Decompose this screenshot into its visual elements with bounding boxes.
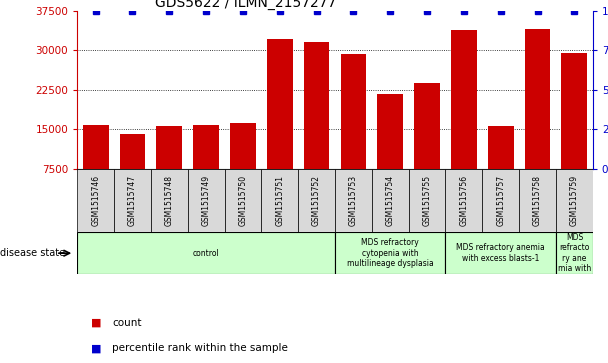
Bar	[414, 83, 440, 169]
Text: GSM1515752: GSM1515752	[312, 175, 321, 226]
Text: disease state: disease state	[0, 248, 65, 258]
Bar	[335, 232, 446, 274]
Text: GSM1515751: GSM1515751	[275, 175, 285, 226]
Bar	[114, 169, 151, 232]
Bar	[304, 42, 330, 169]
Bar	[556, 169, 593, 232]
Text: GSM1515755: GSM1515755	[423, 175, 432, 226]
Bar	[446, 169, 482, 232]
Bar	[340, 53, 366, 169]
Bar	[556, 232, 593, 274]
Bar	[120, 134, 145, 169]
Bar	[151, 169, 188, 232]
Bar	[335, 169, 372, 232]
Text: GSM1515756: GSM1515756	[460, 175, 468, 226]
Text: ■: ■	[91, 343, 102, 354]
Text: MDS refractory anemia
with excess blasts-1: MDS refractory anemia with excess blasts…	[457, 244, 545, 263]
Text: GSM1515747: GSM1515747	[128, 175, 137, 226]
Text: GSM1515750: GSM1515750	[238, 175, 247, 226]
Bar	[188, 169, 224, 232]
Bar	[83, 125, 108, 169]
Bar	[230, 123, 256, 169]
Text: GDS5622 / ILMN_2157277: GDS5622 / ILMN_2157277	[154, 0, 336, 10]
Bar	[156, 126, 182, 169]
Bar	[267, 39, 292, 169]
Text: GSM1515757: GSM1515757	[496, 175, 505, 226]
Bar	[519, 169, 556, 232]
Bar	[451, 30, 477, 169]
Text: GSM1515759: GSM1515759	[570, 175, 579, 226]
Text: ■: ■	[91, 318, 102, 328]
Bar	[77, 169, 114, 232]
Bar	[298, 169, 335, 232]
Bar	[409, 169, 446, 232]
Text: control: control	[193, 249, 219, 258]
Bar	[261, 169, 298, 232]
Text: GSM1515749: GSM1515749	[202, 175, 210, 226]
Text: MDS refractory
cytopenia with
multilineage dysplasia: MDS refractory cytopenia with multilinea…	[347, 238, 434, 268]
Text: GSM1515748: GSM1515748	[165, 175, 174, 226]
Text: count: count	[112, 318, 142, 328]
Bar	[446, 232, 556, 274]
Bar	[525, 29, 550, 169]
Bar	[488, 126, 514, 169]
Bar	[562, 53, 587, 169]
Bar	[482, 169, 519, 232]
Bar	[193, 125, 219, 169]
Text: GSM1515753: GSM1515753	[349, 175, 358, 226]
Text: GSM1515754: GSM1515754	[385, 175, 395, 226]
Text: GSM1515758: GSM1515758	[533, 175, 542, 226]
Text: MDS
refracto
ry ane
mia with: MDS refracto ry ane mia with	[558, 233, 591, 273]
Text: percentile rank within the sample: percentile rank within the sample	[112, 343, 288, 354]
Bar	[224, 169, 261, 232]
Bar	[378, 94, 403, 169]
Bar	[372, 169, 409, 232]
Text: GSM1515746: GSM1515746	[91, 175, 100, 226]
Bar	[77, 232, 335, 274]
